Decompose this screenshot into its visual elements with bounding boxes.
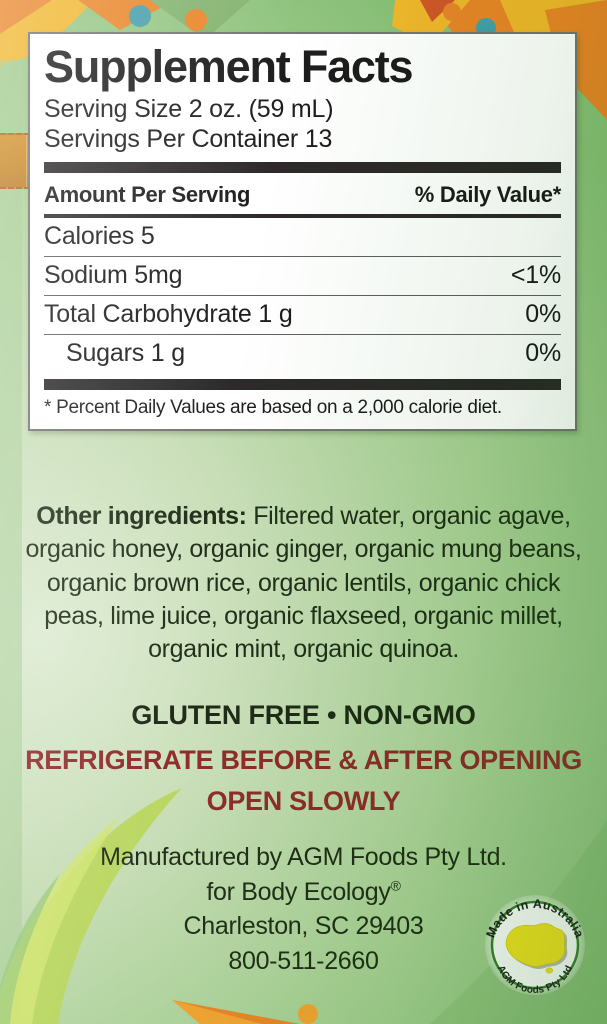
nutrient-name: Sodium 5mg: [44, 260, 183, 289]
manufacturer-line1: Manufactured by AGM Foods Pty Ltd.: [100, 843, 507, 871]
column-header-amount: Amount Per Serving: [44, 181, 251, 207]
divider-thin: [44, 255, 561, 257]
side-tab-orange: [0, 133, 30, 189]
warning-open-slowly: OPEN SLOWLY: [206, 786, 401, 816]
nutrient-name: Sugars 1 g: [66, 338, 185, 367]
divider-thick-top: [44, 161, 561, 173]
supplement-facts-panel: Supplement Facts Serving Size 2 oz. (59 …: [28, 32, 577, 431]
manufacturer-phone: 800-511-2660: [228, 946, 379, 975]
divider-thick-bottom: [44, 378, 561, 390]
registered-trademark-icon: ®: [390, 877, 401, 894]
other-ingredients: Other ingredients: Filtered water, organ…: [20, 500, 587, 666]
column-header-daily-value: % Daily Value*: [414, 181, 562, 207]
claims-line: GLUTEN FREE • NON-GMO: [131, 700, 476, 730]
divider-thin: [44, 333, 561, 335]
table-header-row: Amount Per Serving % Daily Value*: [44, 177, 561, 212]
table-row: Sodium 5mg <1%: [44, 257, 561, 295]
manufacturer-city-state-zip: Charleston, SC 29403: [183, 912, 424, 940]
table-row: Sugars 1 g 0%: [44, 335, 561, 373]
table-row: Total Carbohydrate 1 g 0%: [44, 296, 561, 334]
nutrient-dv: <1%: [510, 260, 561, 289]
warning-refrigerate: REFRIGERATE BEFORE & AFTER OPENING: [25, 745, 582, 775]
brand-name: for Body Ecology: [206, 877, 391, 906]
manufacturer-line2: for Body Ecology®: [0, 875, 607, 910]
nutrient-name: Calories 5: [44, 221, 155, 250]
nutrient-name: Total Carbohydrate 1 g: [44, 299, 293, 328]
divider-thin: [44, 294, 561, 296]
serving-size: Serving Size 2 oz. (59 mL): [44, 94, 334, 123]
divider-medium: [44, 213, 561, 218]
manufacturer-block: Manufactured by AGM Foods Pty Ltd. for B…: [0, 840, 607, 978]
made-in-australia-badge: Made in Australia AGM Foods Pty Ltd: [478, 893, 592, 996]
other-ingredients-text: Filtered water, organic agave, organic h…: [25, 502, 582, 663]
daily-value-footnote: * Percent Daily Values are based on a 2,…: [44, 396, 502, 418]
page-title: Supplement Facts: [44, 41, 414, 92]
nutrient-dv: 0%: [525, 338, 561, 367]
other-ingredients-label: Other ingredients:: [36, 502, 247, 530]
servings-per-container: Servings Per Container 13: [44, 125, 333, 154]
nutrient-dv: 0%: [525, 299, 561, 328]
table-row: Calories 5: [44, 218, 561, 256]
